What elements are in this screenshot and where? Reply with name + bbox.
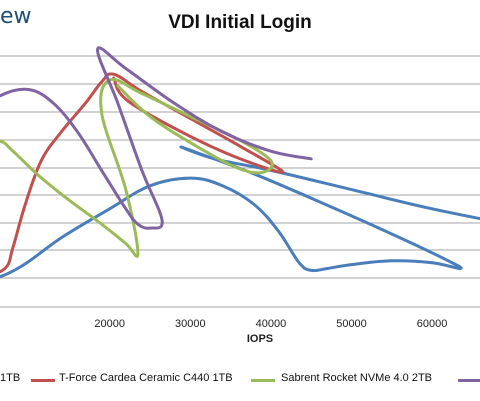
series-line-2: [0, 72, 285, 274]
legend-label-series-2: T-Force Cardea Ceramic C440 1TB: [59, 372, 233, 384]
legend: 1TB T-Force Cardea Ceramic C440 1TB Sabr…: [0, 368, 480, 392]
series-line-3: [0, 77, 274, 258]
x-tick-label: 40000: [256, 318, 287, 330]
brand-logo-text: ew: [0, 4, 32, 29]
x-tick-label: 60000: [417, 318, 448, 330]
x-tick-label: 50000: [336, 318, 367, 330]
x-tick-label: 30000: [175, 318, 206, 330]
legend-label-series-3: Sabrent Rocket NVMe 4.0 2TB: [281, 372, 433, 384]
x-tick-label: 20000: [94, 318, 125, 330]
legend-swatch-series-3: [251, 379, 275, 382]
series-line-4: [0, 46, 313, 230]
x-axis-ticks: 200003000040000500006000070000: [94, 318, 448, 330]
legend-swatch-series-2: [31, 379, 55, 382]
legend-label-series-1: 1TB: [0, 372, 21, 384]
series-line-1: [0, 145, 480, 279]
legend-swatch-series-4: [458, 379, 480, 382]
series-lines: [0, 46, 480, 279]
chart-title: VDI Initial Login: [168, 12, 312, 33]
x-axis-label: IOPS: [246, 333, 274, 345]
grid-lines: [0, 55, 480, 308]
